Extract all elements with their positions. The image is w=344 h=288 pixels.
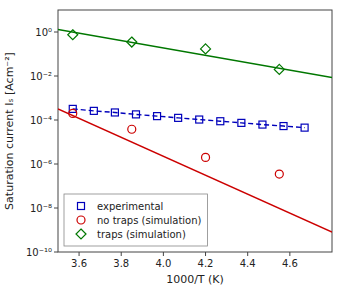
x-tick	[163, 252, 164, 256]
y-tick-label: 10⁰	[35, 27, 52, 38]
point	[132, 111, 139, 118]
x-tick	[205, 252, 206, 256]
series-line	[73, 109, 305, 128]
y-tick	[54, 164, 58, 165]
x-tick-label: 4.0	[155, 258, 171, 269]
y-tick-label: 10⁻⁴	[30, 115, 52, 126]
x-tick	[79, 252, 80, 256]
series-line	[58, 29, 332, 77]
point	[154, 113, 161, 120]
point	[301, 124, 308, 131]
chart: 3.6 3.8 4.0 4.2 4.4 4.6 10⁻¹⁰ 10⁻⁸ 10⁻⁶ 10⁻⁴ 10⁻² 1…	[0, 0, 344, 288]
point	[128, 125, 136, 133]
x-axis-label: 1000/T (K)	[166, 273, 224, 286]
x-tick	[289, 252, 290, 256]
point	[259, 121, 266, 128]
y-tick-label: 10⁻²	[30, 71, 52, 82]
point	[217, 118, 224, 125]
point	[175, 114, 182, 121]
y-tick-label: 10⁻⁸	[30, 203, 52, 214]
x-tick-label: 4.2	[198, 258, 214, 269]
point	[68, 30, 78, 40]
y-tick-label: 10⁻¹⁰	[26, 247, 52, 258]
point	[69, 109, 77, 117]
legend-label: no traps (simulation)	[97, 215, 202, 226]
legend-swatch	[77, 216, 85, 224]
point	[275, 170, 283, 178]
point	[280, 123, 287, 130]
plot-frame	[58, 10, 332, 252]
x-tick	[247, 252, 248, 256]
y-tick	[54, 252, 58, 253]
y-tick	[54, 120, 58, 121]
point	[90, 107, 97, 114]
legend-swatch	[78, 203, 85, 210]
x-tick	[121, 252, 122, 256]
point	[274, 64, 284, 74]
legend: experimental no traps (simulation) traps (…	[64, 194, 207, 246]
legend-label: traps (simulation)	[97, 229, 186, 240]
point	[127, 37, 137, 47]
legend-label: experimental	[97, 201, 163, 212]
x-tick-label: 3.8	[113, 258, 129, 269]
point	[111, 109, 118, 116]
point	[196, 116, 203, 123]
y-tick	[54, 76, 58, 77]
x-tick-label: 4.6	[282, 258, 298, 269]
legend-frame	[64, 194, 207, 246]
x-tick-label: 4.4	[240, 258, 256, 269]
y-axis-label: Saturation current Iₛ [Acm⁻²]	[3, 52, 16, 210]
point	[201, 44, 211, 54]
y-tick-label: 10⁻⁶	[30, 159, 52, 170]
point	[202, 153, 210, 161]
y-tick	[54, 208, 58, 209]
y-tick	[54, 32, 58, 33]
x-tick-label: 3.6	[71, 258, 87, 269]
series-line	[58, 109, 332, 232]
legend-swatch	[76, 229, 86, 239]
point	[238, 119, 245, 126]
